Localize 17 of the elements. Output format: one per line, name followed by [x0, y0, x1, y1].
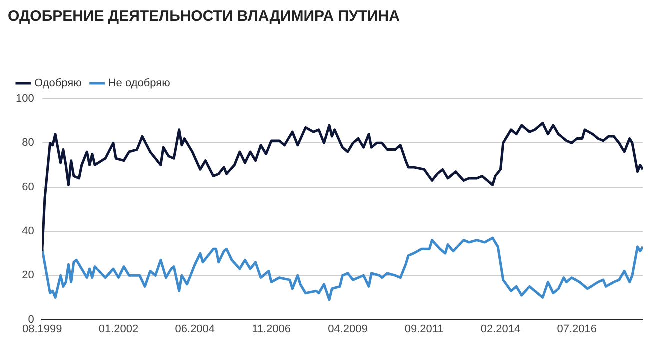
x-tick-label: 01.2002 [98, 323, 139, 336]
x-tick-label: 09.2011 [404, 323, 444, 336]
chart-title: ОДОБРЕНИЕ ДЕЯТЕЛЬНОСТИ ВЛАДИМИРА ПУТИНА [8, 8, 400, 26]
x-tick-label: 08.1999 [22, 323, 62, 336]
legend-label: Не одобряю [108, 78, 170, 90]
x-tick-label: 11.2006 [252, 323, 292, 336]
y-tick-label: 80 [22, 137, 34, 150]
y-tick-label: 0 [28, 314, 34, 326]
legend-label: Одобряю [34, 78, 82, 90]
x-tick-label: 07.2016 [557, 323, 598, 336]
x-tick-label: 04.2009 [328, 323, 368, 336]
y-tick-label: 60 [22, 181, 34, 194]
y-tick-label: 40 [22, 226, 34, 238]
x-tick-label: 06.2004 [175, 323, 216, 336]
x-tick-label: 02.2014 [480, 323, 521, 336]
y-tick-label: 100 [16, 93, 34, 106]
y-tick-label: 20 [22, 270, 34, 282]
